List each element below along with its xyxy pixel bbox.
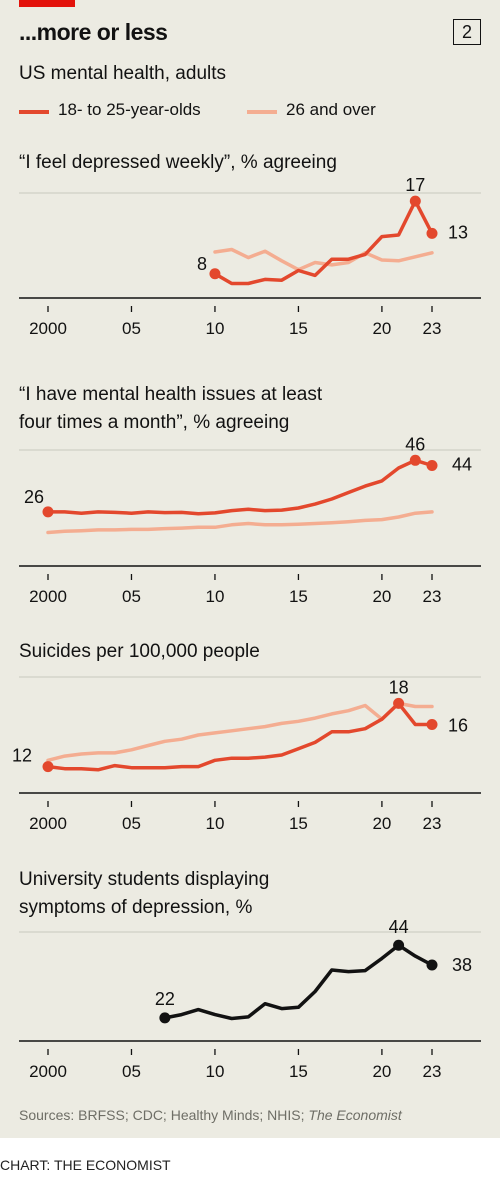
x-tick-label: 05 xyxy=(122,814,141,833)
data-label: 8 xyxy=(197,254,207,274)
data-point-marker xyxy=(393,939,405,951)
series-line xyxy=(213,247,434,272)
chart-number-badge: 2 xyxy=(453,19,481,45)
x-tick-label: 2000 xyxy=(29,319,67,338)
title-line: four times a month”, % agreeing xyxy=(19,412,290,433)
x-tick-label: 20 xyxy=(372,319,391,338)
data-label: 38 xyxy=(452,955,472,975)
series-line xyxy=(46,510,434,535)
x-tick-label: 15 xyxy=(289,319,308,338)
data-label: 12 xyxy=(12,746,32,766)
data-point-marker xyxy=(393,697,405,709)
x-tick-label: 20 xyxy=(372,587,391,606)
data-label: 18 xyxy=(389,677,409,697)
legend-label-older: 26 and over xyxy=(286,100,376,119)
data-point-marker xyxy=(209,268,221,280)
series-line xyxy=(46,701,434,763)
panel-title-mental-health: “I have mental health issues at least fou… xyxy=(19,381,322,437)
series-line xyxy=(46,458,434,516)
data-label: 16 xyxy=(448,715,468,735)
data-point-marker xyxy=(426,959,438,971)
x-tick-label: 23 xyxy=(423,587,442,606)
title-line: “I have mental health issues at least xyxy=(19,384,323,405)
data-point-marker xyxy=(426,718,438,730)
series-line xyxy=(46,701,434,772)
data-label: 22 xyxy=(155,989,175,1009)
panel-title-depressed: “I feel depressed weekly”, % agreeing xyxy=(19,152,337,173)
data-point-marker xyxy=(409,454,421,466)
x-tick-label: 10 xyxy=(205,587,224,606)
legend-swatch-older xyxy=(247,110,277,114)
series-line xyxy=(213,199,434,286)
data-label: 26 xyxy=(24,487,44,507)
data-label: 46 xyxy=(405,434,425,454)
panel-title-suicides: Suicides per 100,000 people xyxy=(19,641,260,662)
series-line xyxy=(163,943,434,1021)
headline: ...more or less xyxy=(19,19,168,45)
x-tick-label: 15 xyxy=(289,587,308,606)
x-tick-label: 15 xyxy=(289,814,308,833)
chart-panel xyxy=(0,0,500,1138)
charts-svg: 2000 05 10 15 20 23 8 17 13 2000 05 10 15 20 23 26 46 44 2… xyxy=(12,175,481,1081)
x-tick-label: 10 xyxy=(205,1062,224,1081)
x-tick-label: 20 xyxy=(372,814,391,833)
x-tick-label: 10 xyxy=(205,319,224,338)
x-tick-label: 23 xyxy=(423,319,442,338)
data-label: 44 xyxy=(452,454,472,474)
data-point-marker xyxy=(426,227,438,239)
x-tick-label: 2000 xyxy=(29,814,67,833)
legend-label-young: 18- to 25-year-olds xyxy=(58,100,201,119)
data-point-marker xyxy=(409,195,421,207)
x-tick-label: 05 xyxy=(122,1062,141,1081)
data-label: 13 xyxy=(448,222,468,242)
source-note: Sources: BRFSS; CDC; Healthy Minds; NHIS… xyxy=(19,1107,402,1123)
data-point-marker xyxy=(159,1012,171,1024)
x-tick-label: 23 xyxy=(423,814,442,833)
title-line: University students displaying xyxy=(19,869,270,890)
panel-title-students: University students displaying symptoms o… xyxy=(19,866,269,922)
x-tick-label: 10 xyxy=(205,814,224,833)
x-tick-label: 2000 xyxy=(29,1062,67,1081)
data-point-marker xyxy=(426,459,438,471)
x-tick-label: 05 xyxy=(122,319,141,338)
chart-credit: CHART: THE ECONOMIST xyxy=(0,1157,171,1173)
legend-swatch-young xyxy=(19,110,49,114)
title-line: symptoms of depression, % xyxy=(19,897,253,918)
x-tick-label: 20 xyxy=(372,1062,391,1081)
chart-subtitle: US mental health, adults xyxy=(19,63,227,84)
x-tick-label: 23 xyxy=(423,1062,442,1081)
x-tick-label: 05 xyxy=(122,587,141,606)
data-point-marker xyxy=(42,506,54,518)
data-label: 17 xyxy=(405,175,425,195)
x-tick-label: 15 xyxy=(289,1062,308,1081)
brand-accent-bar xyxy=(19,0,75,7)
x-tick-label: 2000 xyxy=(29,587,67,606)
data-point-marker xyxy=(42,761,54,773)
data-label: 44 xyxy=(389,917,409,937)
